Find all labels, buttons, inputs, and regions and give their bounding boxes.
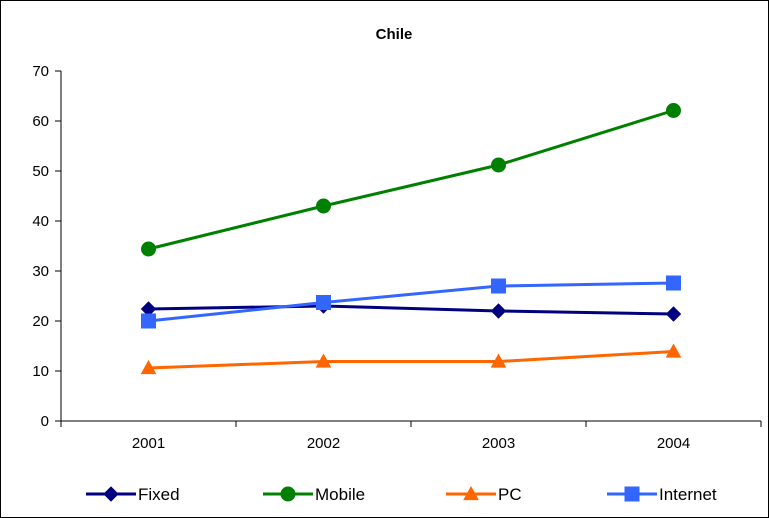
legend-label: PC (498, 485, 522, 504)
legend-item-internet: Internet (607, 485, 717, 504)
chart-title: Chile (376, 26, 413, 43)
legend-label: Fixed (138, 485, 180, 504)
x-ticks: 2001 2002 2003 2004 (60, 421, 762, 452)
data-point-internet (316, 295, 331, 310)
y-ticks: 0 10 20 30 40 50 60 70 (32, 63, 61, 430)
series-line-fixed (148, 304, 674, 316)
series-pc (140, 343, 682, 375)
x-tick-label: 2004 (657, 435, 690, 452)
series-fixed (140, 298, 682, 322)
data-point-mobile (316, 198, 331, 214)
x-tick-label: 2001 (132, 435, 165, 452)
data-point-internet (141, 313, 156, 329)
data-point-pc (665, 343, 682, 358)
data-point-fixed (490, 303, 507, 319)
data-point-pc (490, 353, 507, 368)
legend-marker-fixed (103, 486, 119, 502)
legend-item-fixed: Fixed (86, 485, 180, 504)
data-point-fixed (665, 306, 682, 322)
data-point-mobile (141, 241, 156, 257)
legend-label: Internet (659, 485, 717, 504)
series-internet (141, 275, 681, 329)
data-point-mobile (491, 157, 506, 173)
series-line-internet (148, 281, 674, 323)
series-mobile (141, 103, 681, 257)
y-tick-label: 0 (41, 413, 49, 430)
data-point-internet (491, 278, 506, 294)
series-group (140, 103, 682, 375)
data-point-pc (315, 353, 332, 368)
legend-marker-pc (463, 485, 479, 501)
y-tick-label: 20 (32, 313, 49, 330)
y-tick-label: 10 (32, 363, 49, 380)
y-tick-label: 30 (32, 263, 49, 280)
legend-item-pc: PC (446, 485, 522, 504)
legend-marker-internet (624, 486, 640, 502)
legend-label: Mobile (315, 485, 365, 504)
x-tick-label: 2003 (482, 435, 515, 452)
y-tick-label: 70 (32, 63, 49, 80)
x-tick-label: 2002 (307, 435, 340, 452)
y-tick-label: 50 (32, 163, 49, 180)
y-tick-label: 60 (32, 113, 49, 130)
series-line-mobile (148, 109, 674, 251)
data-point-pc (140, 359, 157, 375)
data-point-mobile (666, 103, 681, 118)
y-tick-label: 40 (32, 213, 49, 230)
legend-marker-mobile (280, 486, 296, 502)
legend-item-mobile: Mobile (263, 485, 365, 504)
data-point-internet (666, 275, 681, 291)
legend: Fixed Mobile PC Internet (86, 485, 717, 504)
series-line-pc (148, 350, 674, 370)
